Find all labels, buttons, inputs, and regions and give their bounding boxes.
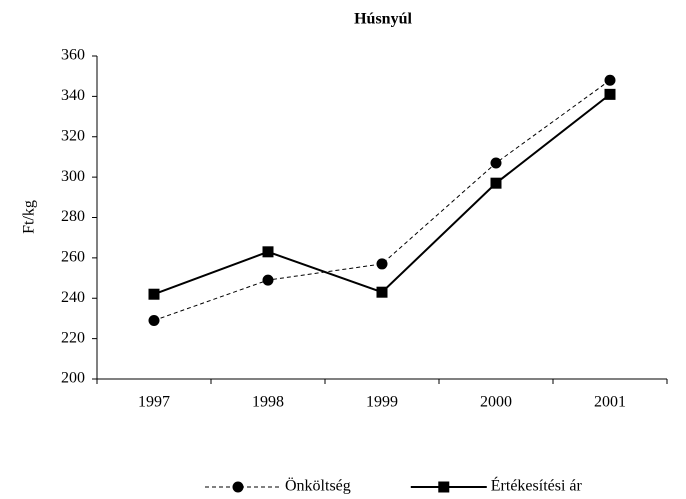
- x-tick-label: 1999: [366, 394, 398, 411]
- y-tick-label: 280: [61, 208, 85, 225]
- y-axis-label: Ft/kg: [21, 200, 38, 234]
- point: [604, 88, 616, 100]
- x-tick-label: 2000: [480, 394, 512, 411]
- x-tick-label: 1998: [252, 394, 284, 411]
- point: [148, 314, 160, 326]
- y-tick-label: 320: [61, 127, 85, 144]
- point: [438, 481, 450, 493]
- point: [604, 74, 616, 86]
- legend-label: Önköltség: [285, 477, 351, 495]
- x-tick-label: 2001: [594, 394, 626, 411]
- legend-label: Értékesítési ár: [491, 476, 583, 495]
- x-tick-label: 1997: [138, 394, 170, 411]
- point: [490, 157, 502, 169]
- y-tick-label: 240: [61, 289, 85, 306]
- y-tick-label: 260: [61, 249, 85, 266]
- y-tick-label: 360: [61, 47, 85, 64]
- point: [376, 286, 388, 298]
- y-tick-label: 300: [61, 168, 85, 185]
- point: [232, 481, 244, 493]
- y-tick-label: 220: [61, 329, 85, 346]
- point: [262, 274, 274, 286]
- chart-title: Húsnyúl: [354, 11, 412, 28]
- series-line: [153, 79, 611, 321]
- y-tick-label: 340: [61, 87, 85, 104]
- y-tick-label: 200: [61, 370, 85, 387]
- point: [148, 288, 160, 300]
- point: [490, 177, 502, 189]
- point: [376, 258, 388, 270]
- point: [262, 246, 274, 258]
